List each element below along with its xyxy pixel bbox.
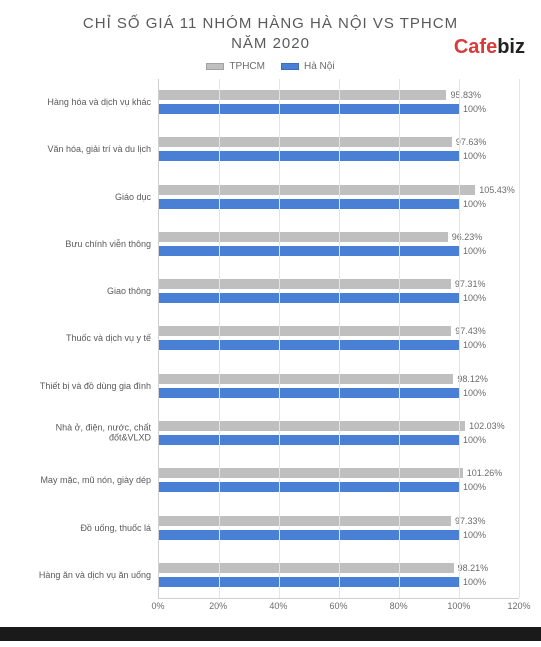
x-tick: 20%	[209, 601, 227, 611]
bar-tphcm: 98.21%	[159, 563, 454, 573]
bar-value-label: 100%	[459, 293, 486, 303]
category-label: Giao thông	[13, 286, 159, 296]
category-label: Nhà ở, điện, nước, chất đốt&VLXD	[13, 423, 159, 444]
bar-value-label: 100%	[459, 151, 486, 161]
bar-hanoi: 100%	[159, 246, 459, 256]
bar-hanoi: 100%	[159, 388, 459, 398]
legend-item-tphcm: TPHCM	[206, 61, 265, 72]
bar-tphcm: 105.43%	[159, 185, 475, 195]
footer-strip	[0, 627, 541, 641]
title-line-2: NĂM 2020	[12, 34, 529, 54]
logo-part-1: Cafe	[454, 36, 497, 58]
bar-value-label: 100%	[459, 482, 486, 492]
bar-tphcm: 95.83%	[159, 90, 446, 100]
x-tick: 100%	[447, 601, 470, 611]
legend-item-hanoi: Hà Nội	[281, 61, 335, 72]
plot-area: Hàng hóa và dịch vụ khác95.83%100%Văn hó…	[158, 79, 519, 599]
bar-value-label: 100%	[459, 199, 486, 209]
bar-value-label: 100%	[459, 104, 486, 114]
category-label: Hàng hóa và dịch vụ khác	[13, 97, 159, 107]
bar-value-label: 105.43%	[475, 185, 515, 195]
grid-line	[519, 79, 520, 598]
bar-tphcm: 102.03%	[159, 421, 465, 431]
bar-tphcm: 97.43%	[159, 326, 451, 336]
logo-part-2: biz	[497, 36, 525, 58]
category-label: Hàng ăn và dịch vụ ăn uống	[13, 570, 159, 580]
bar-value-label: 97.33%	[451, 516, 486, 526]
category-label: Bưu chính viễn thông	[13, 239, 159, 249]
bar-value-label: 97.31%	[451, 279, 486, 289]
grid-line	[279, 79, 280, 598]
bar-tphcm: 97.63%	[159, 137, 452, 147]
x-tick: 40%	[269, 601, 287, 611]
bar-value-label: 100%	[459, 340, 486, 350]
category-label: Thuốc và dịch vụ y tế	[13, 333, 159, 343]
bar-value-label: 102.03%	[465, 421, 505, 431]
bar-value-label: 97.43%	[451, 326, 486, 336]
bar-value-label: 97.63%	[452, 137, 487, 147]
grid-line	[219, 79, 220, 598]
category-label: Văn hóa, giải trí và du lịch	[13, 144, 159, 154]
x-tick: 0%	[151, 601, 164, 611]
bar-value-label: 100%	[459, 388, 486, 398]
bar-tphcm: 98.12%	[159, 374, 453, 384]
category-label: Giáo dục	[13, 191, 159, 201]
bar-hanoi: 100%	[159, 293, 459, 303]
bar-hanoi: 100%	[159, 199, 459, 209]
category-label: Thiết bị và đồ dùng gia đình	[13, 381, 159, 391]
legend-label-hanoi: Hà Nội	[304, 61, 335, 72]
chart-container: CHỈ SỐ GIÁ 11 NHÓM HÀNG HÀ NỘI VS TPHCM …	[0, 0, 541, 625]
grid-line	[399, 79, 400, 598]
category-label: May mặc, mũ nón, giày dép	[13, 475, 159, 485]
bar-value-label: 100%	[459, 577, 486, 587]
legend: TPHCM Hà Nội	[12, 61, 529, 73]
bar-hanoi: 100%	[159, 104, 459, 114]
logo: Cafebiz	[454, 36, 525, 59]
bar-hanoi: 100%	[159, 435, 459, 445]
legend-swatch-hanoi	[281, 63, 299, 70]
x-tick: 120%	[507, 601, 530, 611]
legend-label-tphcm: TPHCM	[229, 61, 265, 72]
bar-tphcm: 97.31%	[159, 279, 451, 289]
chart-title: CHỈ SỐ GIÁ 11 NHÓM HÀNG HÀ NỘI VS TPHCM …	[12, 14, 529, 53]
bar-hanoi: 100%	[159, 340, 459, 350]
bar-tphcm: 97.33%	[159, 516, 451, 526]
x-axis: 0%20%40%60%80%100%120%	[158, 599, 519, 617]
grid-line	[459, 79, 460, 598]
bar-value-label: 100%	[459, 435, 486, 445]
title-line-1: CHỈ SỐ GIÁ 11 NHÓM HÀNG HÀ NỘI VS TPHCM	[12, 14, 529, 34]
bar-value-label: 95.83%	[446, 90, 481, 100]
legend-swatch-tphcm	[206, 63, 224, 70]
bar-value-label: 96.23%	[448, 232, 483, 242]
bar-value-label: 101.26%	[463, 468, 503, 478]
bar-hanoi: 100%	[159, 530, 459, 540]
bar-hanoi: 100%	[159, 482, 459, 492]
bar-hanoi: 100%	[159, 577, 459, 587]
x-tick: 60%	[329, 601, 347, 611]
grid-line	[339, 79, 340, 598]
bar-tphcm: 96.23%	[159, 232, 448, 242]
x-tick: 80%	[390, 601, 408, 611]
bar-tphcm: 101.26%	[159, 468, 463, 478]
bar-value-label: 100%	[459, 530, 486, 540]
bar-hanoi: 100%	[159, 151, 459, 161]
bar-value-label: 100%	[459, 246, 486, 256]
category-label: Đồ uống, thuốc lá	[13, 523, 159, 533]
